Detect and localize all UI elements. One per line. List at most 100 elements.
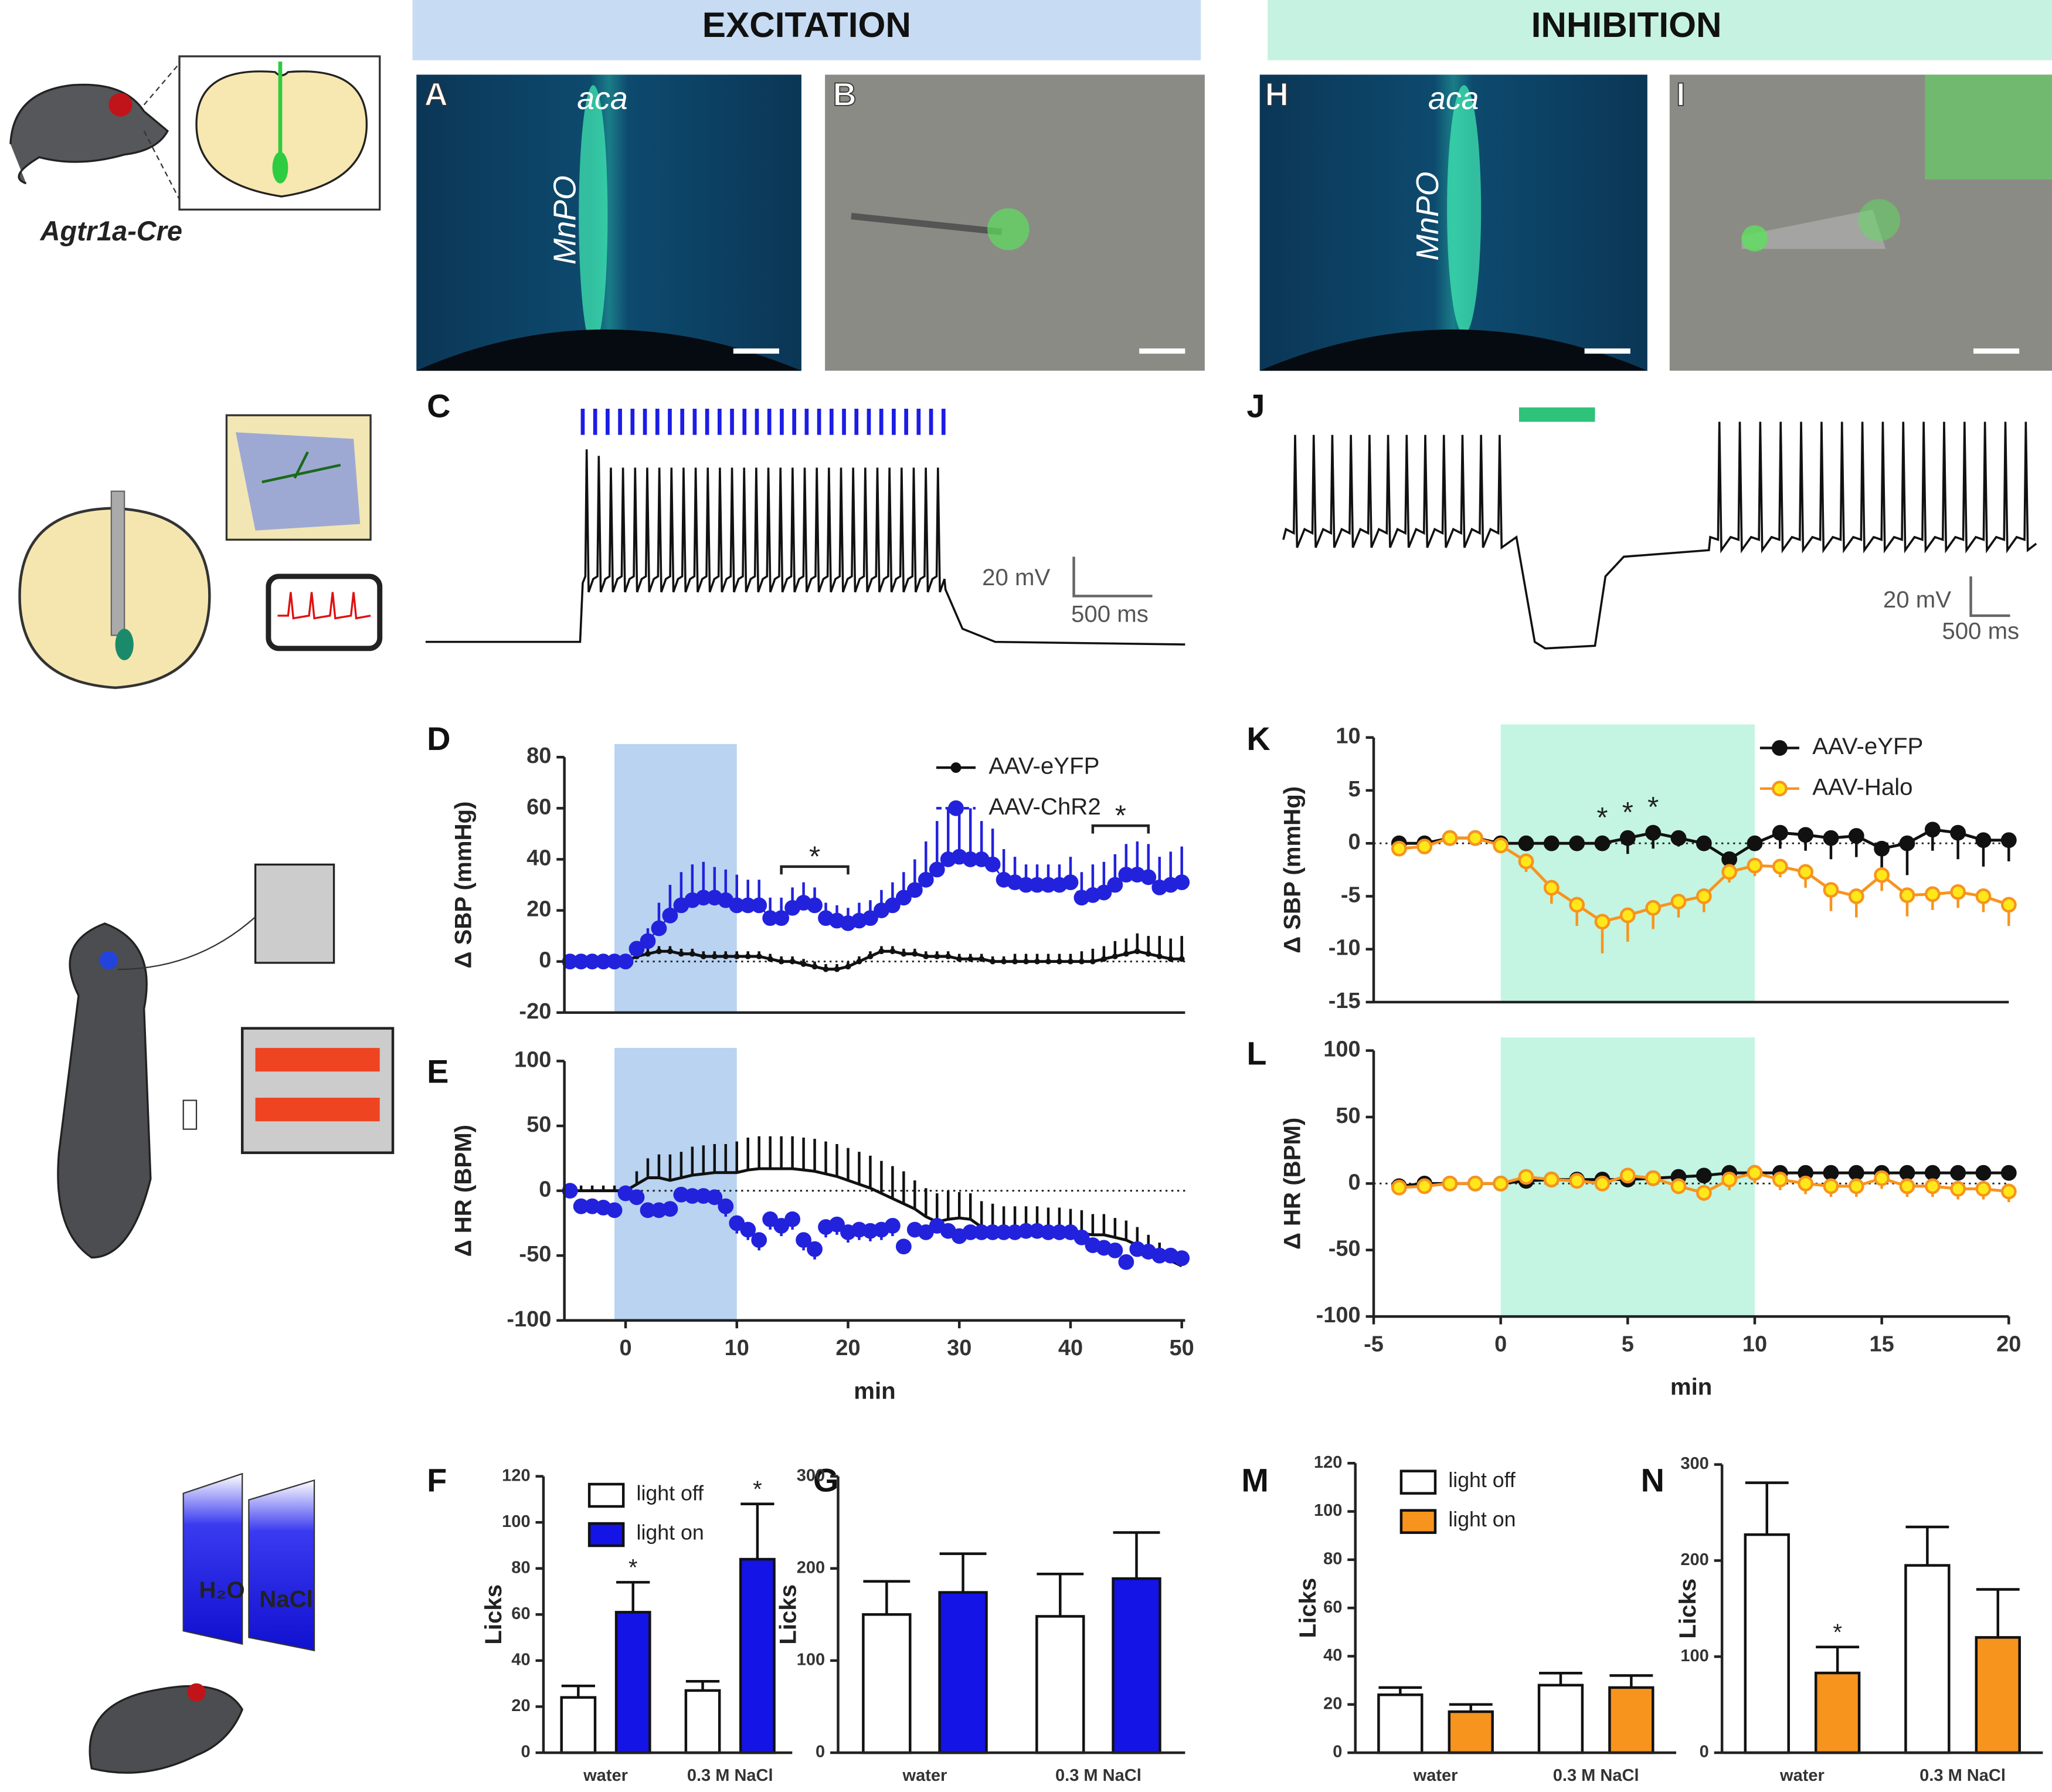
- legend-label: AAV-Halo: [1812, 773, 1912, 800]
- data-point: [628, 1189, 645, 1206]
- data-point: [1493, 1175, 1509, 1192]
- mnpo: [115, 629, 134, 660]
- data-point: [1645, 900, 1662, 916]
- y-axis-title: Δ HR (BPM): [450, 1125, 477, 1257]
- data-point: [1721, 851, 1738, 867]
- y-tick-label: 120: [1314, 1453, 1342, 1472]
- significance-bracket: [1091, 824, 1150, 834]
- significance-marker: *: [1833, 1619, 1842, 1645]
- y-tick-label: 60: [511, 1604, 530, 1623]
- data-point: [884, 1217, 901, 1234]
- x-tick-label: 0.3 M NaCl: [1055, 1766, 1141, 1785]
- data-point: [1112, 953, 1118, 959]
- y-axis-title: Δ HR (BPM): [1279, 1118, 1305, 1250]
- data-point: [789, 958, 796, 965]
- data-point: [1721, 864, 1738, 880]
- y-tick-label: 200: [797, 1558, 825, 1577]
- data-point: [651, 920, 667, 936]
- bar: [1744, 1533, 1790, 1754]
- y-tick-label: -5: [1341, 883, 1361, 907]
- micrograph: [416, 74, 801, 371]
- data-point: [1073, 1229, 1090, 1245]
- data-point: [662, 1201, 678, 1217]
- monitor: [266, 573, 383, 651]
- panel-letter: L: [1246, 1034, 1266, 1071]
- fluorescence: [579, 85, 608, 347]
- data-point: [2000, 1165, 2017, 1181]
- data-point: [1874, 867, 1890, 883]
- bar: [862, 1613, 912, 1754]
- data-point: [1068, 958, 1073, 965]
- data-point: [2000, 897, 2017, 913]
- y-tick-label: 100: [1314, 1501, 1342, 1520]
- legend-marker: [948, 800, 964, 816]
- data-point: [656, 948, 662, 955]
- data-point: [1034, 958, 1040, 965]
- legend-label: AAV-eYFP: [1812, 733, 1923, 759]
- panel-letter: N: [1641, 1462, 1664, 1499]
- y-tick-label: -15: [1329, 989, 1361, 1013]
- data-point: [895, 1238, 912, 1255]
- data-point: [1467, 830, 1483, 846]
- zoom-line: [143, 58, 184, 106]
- data-point: [1975, 888, 1992, 904]
- y-axis-title: Licks: [480, 1584, 507, 1645]
- cell: [1858, 199, 1900, 242]
- data-point: [945, 953, 952, 959]
- data-point: [845, 963, 851, 970]
- x-tick-label: 0: [619, 1336, 631, 1360]
- bottle: [248, 1479, 315, 1652]
- data-point: [934, 953, 940, 959]
- data-point: [1670, 894, 1687, 909]
- data-point: [606, 1202, 623, 1219]
- data-point: [811, 963, 818, 970]
- section-header: EXCITATION: [702, 5, 911, 45]
- data-point: [1696, 1167, 1712, 1184]
- bar: [1904, 1564, 1951, 1754]
- legend-label: light off: [1448, 1468, 1516, 1492]
- data-point: [1848, 888, 1864, 904]
- data-point: [711, 953, 718, 959]
- data-point: [1518, 835, 1534, 851]
- scale-label: 20 mV: [982, 564, 1050, 590]
- x-tick-label: 20: [835, 1336, 860, 1360]
- data-point: [1848, 1165, 1864, 1181]
- data-point: [929, 861, 945, 878]
- chart: 0 10 20 30 40 50 min -100 -50 0 50 100 Δ HR (BPM): [450, 1048, 1194, 1404]
- significance-bracket: [780, 865, 850, 875]
- legend-marker: [1772, 780, 1788, 797]
- cell: [1741, 225, 1768, 252]
- data-point: [718, 1198, 734, 1214]
- ventricle: [1259, 329, 1647, 371]
- legend-label: AAV-ChR2: [988, 793, 1100, 820]
- significance-marker: *: [809, 841, 820, 873]
- chart: water 0.3 M NaCl * * light off light on 0 20 40 6…: [480, 1466, 793, 1785]
- data-point: [979, 956, 985, 962]
- micrograph-label: MnPO: [1410, 172, 1445, 261]
- y-tick-label: 60: [526, 795, 551, 819]
- plot-area: -5 0 5 10 15 20 min: [1364, 1037, 2021, 1400]
- y-tick-label: 100: [1323, 1037, 1360, 1062]
- bottle: [182, 1472, 243, 1645]
- y-tick-label: -50: [519, 1242, 551, 1267]
- fluorescence: [1925, 74, 2052, 180]
- chart: water 0.3 M NaCl * 0 100 200 300 Licks: [1674, 1454, 2043, 1785]
- data-point: [1772, 1172, 1788, 1187]
- mnpo: [272, 152, 288, 184]
- data-point: [878, 948, 885, 955]
- data-point: [1062, 874, 1079, 891]
- data-point: [856, 958, 862, 965]
- bottle-label: NaCl: [259, 1586, 313, 1612]
- data-point: [700, 953, 706, 959]
- panel-letter: I: [1676, 76, 1686, 113]
- y-tick-label: 10: [1336, 724, 1360, 749]
- data-point: [1001, 958, 1007, 965]
- data-point: [767, 956, 773, 962]
- data-point: [1950, 1181, 1966, 1197]
- x-tick-label: 20: [1996, 1332, 2021, 1356]
- y-tick-label: 300: [797, 1466, 825, 1485]
- data-point: [1493, 837, 1509, 854]
- scale-bar: [1969, 576, 2010, 617]
- light-period: [614, 1048, 737, 1321]
